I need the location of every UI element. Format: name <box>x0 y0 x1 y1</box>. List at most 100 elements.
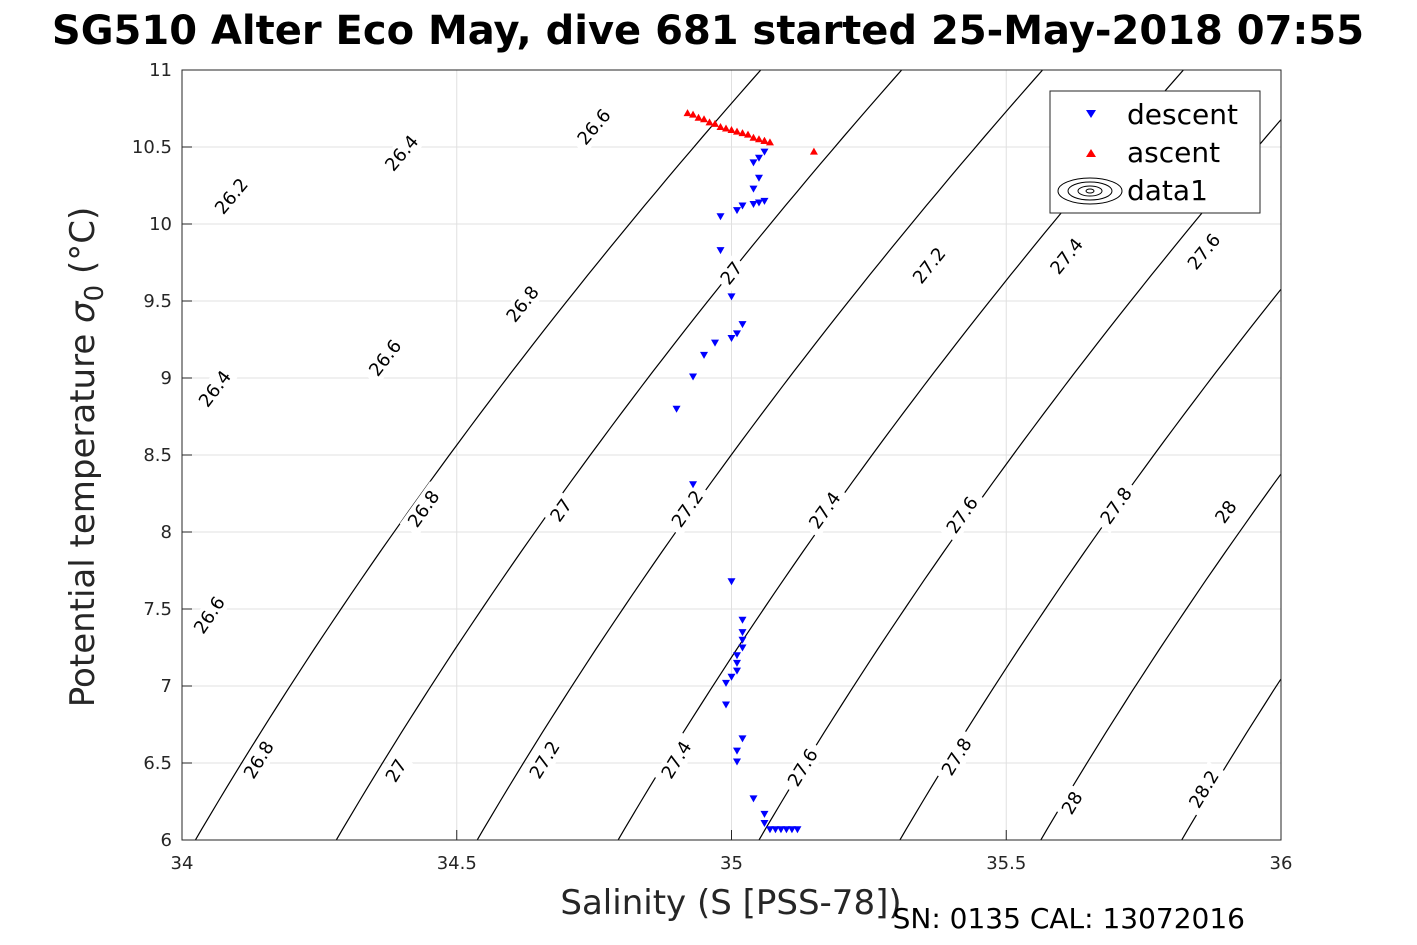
x-tick-label-1: 34.5 <box>437 853 477 874</box>
y-tick-label-9: 10.5 <box>132 137 172 158</box>
contour-label-bg-11 <box>399 481 448 537</box>
y-tick-label-8: 10 <box>149 214 172 235</box>
descent-point-21 <box>727 578 736 586</box>
y-axis-label-sigma: σ <box>63 300 103 323</box>
y-tick-label-4: 8 <box>161 522 172 543</box>
contour-label-bg-3 <box>190 361 240 417</box>
descent-point-8 <box>738 202 747 210</box>
descent-point-37 <box>760 820 769 828</box>
contour-label-bg-2 <box>568 100 620 154</box>
descent-point-14 <box>732 330 741 338</box>
ascent-point-9 <box>732 127 741 135</box>
descent-point-1 <box>754 154 763 162</box>
descent-point-23 <box>738 629 747 637</box>
ascent-point-4 <box>705 118 714 126</box>
descent-point-24 <box>738 636 747 644</box>
contour-label-bg-0 <box>206 169 257 224</box>
contour-label-bg-12 <box>543 491 579 529</box>
descent-point-29 <box>727 673 736 681</box>
contour-label-bg-10 <box>185 587 234 643</box>
ascent-point-7 <box>722 124 731 132</box>
contour-label-bg-5 <box>497 276 548 332</box>
ascent-point-5 <box>711 119 720 127</box>
ascent-point-10 <box>738 129 747 137</box>
contour-label-bg-13 <box>663 481 712 537</box>
descent-point-22 <box>738 616 747 624</box>
legend-descent-label: descent <box>1127 98 1238 131</box>
contour-label-bg-15 <box>938 487 987 543</box>
descent-point-16 <box>711 339 720 347</box>
descent-point-34 <box>732 758 741 766</box>
contour-line-27.4 <box>1040 472 1281 840</box>
contour-label-bg-9 <box>1179 224 1230 279</box>
ascent-series <box>683 109 818 155</box>
ascent-point-1 <box>689 110 698 118</box>
y-axis-label-text: Potential temperature <box>63 323 103 707</box>
ascent-point-3 <box>700 115 709 123</box>
contour-line-26.6 <box>476 70 1044 840</box>
descent-point-43 <box>793 826 802 834</box>
ascent-point-0 <box>683 109 692 117</box>
descent-point-39 <box>771 826 780 834</box>
ascent-point-11 <box>743 130 752 138</box>
ascent-point-6 <box>716 122 725 130</box>
ascent-point-8 <box>727 126 736 134</box>
descent-point-41 <box>782 826 791 834</box>
descent-point-30 <box>722 679 731 687</box>
descent-point-2 <box>749 159 758 167</box>
descent-point-20 <box>689 481 698 489</box>
y-axis-label-subscript: 0 <box>80 285 110 302</box>
contour-label-bg-16 <box>1092 478 1141 534</box>
y-tick-label-1: 6.5 <box>143 753 172 774</box>
y-tick-label-3: 7.5 <box>143 599 172 620</box>
descent-point-19 <box>672 405 681 413</box>
x-tick-label-4: 36 <box>1270 853 1293 874</box>
legend-ascent-marker <box>1086 149 1096 157</box>
contour-label-bg-18 <box>235 731 282 788</box>
legend-box <box>1049 90 1261 214</box>
descent-point-18 <box>689 373 698 381</box>
legend-data1-label: data1 <box>1127 174 1208 207</box>
descent-point-12 <box>727 293 736 301</box>
y-axis-label: Potential temperature σ0 (°C) <box>63 207 110 707</box>
descent-point-4 <box>749 185 758 193</box>
chart-title: SG510 Alter Eco May, dive 681 started 25… <box>52 8 1364 54</box>
contour-label-bg-6 <box>713 254 750 292</box>
contour-label-bg-21 <box>653 731 700 788</box>
descent-point-33 <box>732 747 741 755</box>
legend-data1-contour-icon <box>1057 177 1123 205</box>
descent-series <box>672 148 802 834</box>
calibration-note: SN: 0135 CAL: 13072016 <box>893 902 1245 935</box>
contour-label-bg-25 <box>1181 761 1227 818</box>
x-tick-label-2: 35 <box>720 853 743 874</box>
contour-line-26.4 <box>335 70 903 840</box>
descent-point-7 <box>749 200 758 208</box>
y-tick-label-0: 6 <box>161 830 172 851</box>
ascent-point-17 <box>809 147 818 155</box>
legend-ascent-label: ascent <box>1127 136 1220 169</box>
axis-ticks: 34 34.5 35 35.5 36 6 6.5 7 7.5 8 8.5 9 9.5 10 10.5 11 <box>132 60 1293 874</box>
contour-label-bg-4 <box>360 330 410 386</box>
descent-point-26 <box>732 652 741 660</box>
descent-point-28 <box>732 667 741 675</box>
descent-point-3 <box>754 174 763 182</box>
y-tick-label-7: 9.5 <box>143 291 172 312</box>
contour-label-bg-14 <box>800 482 849 538</box>
descent-point-17 <box>700 351 709 359</box>
contour-label-bg-20 <box>521 731 568 788</box>
descent-point-10 <box>716 213 725 221</box>
contour-line-26.2 <box>194 70 762 840</box>
y-tick-label-6: 9 <box>161 368 172 389</box>
contour-label-bg-23 <box>933 728 980 785</box>
ascent-point-16 <box>760 136 769 144</box>
y-tick-label-10: 11 <box>149 60 172 81</box>
descent-point-15 <box>727 334 736 342</box>
descent-point-31 <box>722 701 731 709</box>
descent-point-35 <box>749 795 758 803</box>
y-tick-label-2: 7 <box>161 676 172 697</box>
contour-label-bg-7 <box>904 238 955 293</box>
ascent-point-13 <box>754 135 763 143</box>
contour-line-27.6 <box>1181 677 1281 840</box>
y-tick-label-5: 8.5 <box>143 445 172 466</box>
